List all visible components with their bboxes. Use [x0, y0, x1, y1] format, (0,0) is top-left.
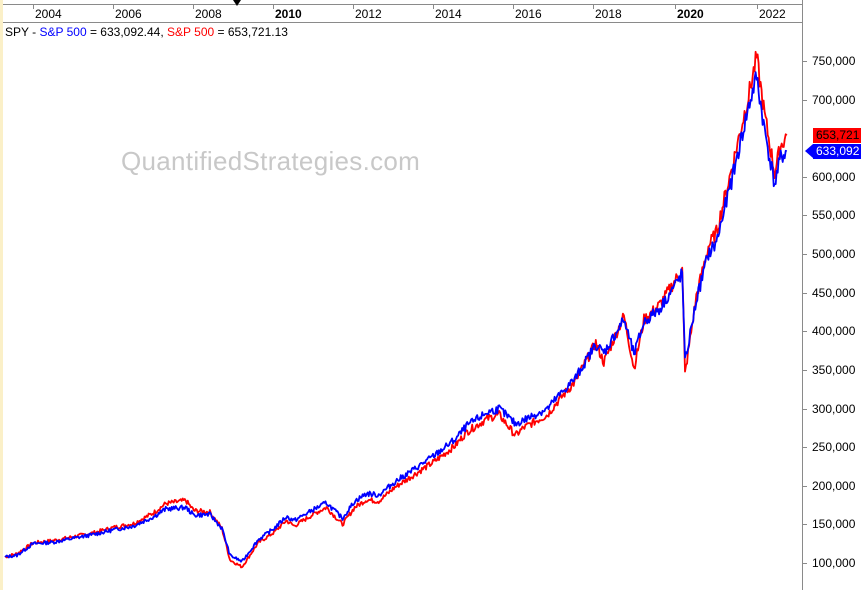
y-tick-label: 700,000: [812, 92, 856, 107]
y-axis-price-scale[interactable]: 750,000 700,000 600,000 550,000 500,000 450,0…: [802, 0, 861, 590]
y-tick-label: 400,000: [812, 324, 856, 339]
y-tick-mark: [802, 524, 807, 526]
x-tick-mark: [273, 4, 274, 9]
last-price-tag-blue: 633,092: [805, 144, 861, 159]
chart-legend: SPY - S&P 500 = 633,092.44, S&P 500 = 65…: [5, 25, 288, 39]
last-price-tag-blue-value: 633,092: [816, 144, 860, 158]
y-tick-label: 150,000: [812, 517, 856, 532]
x-tick-mark: [113, 4, 114, 9]
x-tick-mark: [193, 4, 194, 9]
x-tick-label: 2004: [35, 7, 62, 21]
y-tick-label: 350,000: [812, 362, 856, 377]
y-tick-mark: [802, 215, 807, 217]
y-tick-label: 600,000: [812, 169, 856, 184]
x-tick-mark: [593, 4, 594, 9]
x-tick-label: 2020: [677, 7, 704, 21]
x-tick-label: 2018: [595, 7, 622, 21]
last-price-tag-red: 653,721: [813, 128, 861, 143]
x-tick-mark: [33, 4, 34, 9]
left-edge-strip: [0, 0, 3, 590]
y-tick-mark: [802, 176, 807, 178]
price-pointer-icon: [805, 144, 813, 158]
series-line-blue[interactable]: [4, 71, 788, 563]
y-tick-mark: [802, 254, 807, 256]
y-tick-label: 750,000: [812, 54, 856, 68]
legend-series-blue-value: = 633,092.44,: [86, 25, 168, 39]
y-tick-label: 300,000: [812, 401, 856, 416]
y-tick-label: 450,000: [812, 285, 856, 300]
x-tick-mark: [513, 4, 514, 9]
y-tick-mark: [802, 485, 807, 487]
y-tick-mark: [802, 408, 807, 410]
y-tick-label: 200,000: [812, 478, 856, 493]
y-tick-label: 500,000: [812, 247, 856, 262]
y-tick-mark: [802, 563, 807, 565]
x-tick-label: 2008: [195, 7, 222, 21]
legend-series-red-value: = 653,721.13: [214, 25, 288, 39]
y-tick-mark: [802, 331, 807, 333]
y-tick-mark: [802, 99, 807, 101]
legend-series-red-name[interactable]: S&P 500: [167, 25, 215, 39]
x-tick-mark: [675, 4, 676, 9]
watermark: QuantifiedStrategies.com: [121, 146, 421, 176]
x-tick-mark: [433, 4, 434, 9]
y-tick-mark: [802, 369, 807, 371]
series-line-red[interactable]: [4, 50, 788, 569]
y-tick-mark: [802, 292, 807, 294]
x-tick-label: 2014: [435, 7, 462, 21]
x-tick-label: 2022: [759, 7, 786, 21]
x-tick-label: 2010: [275, 7, 302, 21]
x-tick-label: 2012: [355, 7, 382, 21]
legend-series-blue-name[interactable]: S&P 500: [39, 25, 87, 39]
y-axis-line: [802, 0, 803, 590]
x-tick-label: 2006: [115, 7, 142, 21]
x-tick-label: 2016: [515, 7, 542, 21]
y-tick-label: 100,000: [812, 556, 856, 571]
y-tick-label: 250,000: [812, 440, 856, 455]
x-tick-mark: [757, 4, 758, 9]
x-tick-mark: [353, 4, 354, 9]
x-axis-time-scale[interactable]: 2004 2006 2008 2010 2012 2014 2016 2018 2020 2022: [3, 0, 803, 23]
legend-ticker: SPY -: [5, 25, 40, 39]
x-axis-top-rule: [3, 4, 803, 5]
y-tick-label: 550,000: [812, 208, 856, 223]
y-tick-mark: [802, 447, 807, 449]
cursor-position-arrow-icon[interactable]: [233, 0, 241, 6]
y-tick-mark: [802, 61, 807, 62]
